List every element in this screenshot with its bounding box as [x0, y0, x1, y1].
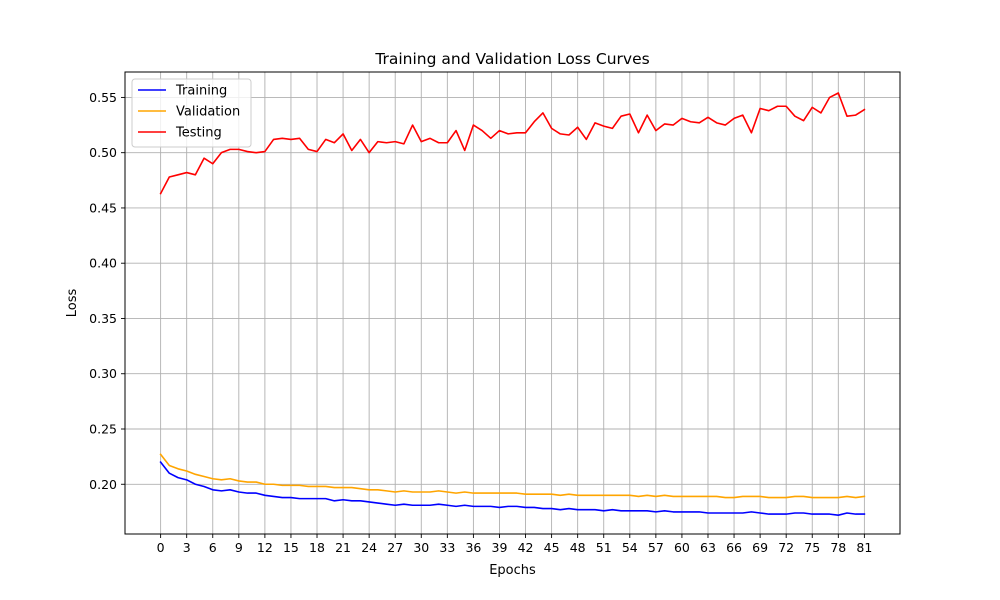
y-axis-ticks: 0.20 0.25 0.30 0.35 0.40 0.45 0.50 0.55	[89, 90, 125, 492]
series-line-validation	[159, 453, 866, 499]
series-line-testing	[159, 92, 866, 195]
x-tick-label: 36	[465, 540, 481, 555]
legend-label-testing: Testing	[175, 126, 222, 141]
x-tick-label: 75	[804, 540, 820, 555]
x-tick-label: 12	[257, 540, 273, 555]
x-tick-label: 72	[778, 540, 794, 555]
y-tick-label: 0.25	[89, 422, 117, 437]
x-tick-label: 69	[752, 540, 768, 555]
x-tick-label: 60	[674, 540, 690, 555]
y-tick-label: 0.35	[89, 311, 117, 326]
y-axis-title: Loss	[65, 289, 80, 318]
x-tick-label: 9	[235, 540, 243, 555]
x-tick-label: 51	[596, 540, 612, 555]
legend: Training Validation Testing	[131, 78, 252, 148]
x-tick-label: 27	[387, 540, 403, 555]
y-tick-label: 0.20	[89, 477, 117, 492]
x-tick-label: 39	[492, 540, 508, 555]
x-tick-label: 57	[648, 540, 664, 555]
x-axis-ticks: 0 3 6 9 12 15 18 21 24 27 30 33 36 39 42 45 48 51 54 57 60 63…	[157, 534, 872, 555]
series-line-training	[159, 461, 866, 517]
x-tick-label: 15	[283, 540, 299, 555]
y-tick-label: 0.40	[89, 256, 117, 271]
x-tick-label: 42	[518, 540, 534, 555]
x-tick-label: 18	[309, 540, 325, 555]
x-tick-label: 45	[544, 540, 560, 555]
y-tick-label: 0.30	[89, 366, 117, 381]
x-tick-label: 78	[830, 540, 846, 555]
series-lines	[159, 92, 866, 517]
x-axis-title: Epochs	[489, 563, 536, 578]
x-tick-label: 48	[570, 540, 586, 555]
grid-lines	[125, 72, 900, 534]
y-tick-label: 0.50	[89, 145, 117, 160]
x-tick-label: 21	[335, 540, 351, 555]
y-tick-label: 0.55	[89, 90, 117, 105]
x-tick-label: 6	[209, 540, 217, 555]
x-tick-label: 63	[700, 540, 716, 555]
legend-label-training: Training	[175, 84, 227, 99]
chart-title: Training and Validation Loss Curves	[374, 50, 649, 68]
y-tick-label: 0.45	[89, 200, 117, 215]
x-tick-label: 24	[361, 540, 377, 555]
x-tick-label: 81	[856, 540, 872, 555]
plot-frame	[124, 71, 901, 535]
x-tick-label: 66	[726, 540, 742, 555]
x-tick-label: 33	[439, 540, 455, 555]
x-tick-label: 54	[622, 540, 638, 555]
x-tick-label: 30	[413, 540, 429, 555]
x-tick-label: 0	[157, 540, 165, 555]
legend-label-validation: Validation	[176, 105, 240, 120]
x-tick-label: 3	[183, 540, 191, 555]
legend-box	[131, 78, 252, 148]
